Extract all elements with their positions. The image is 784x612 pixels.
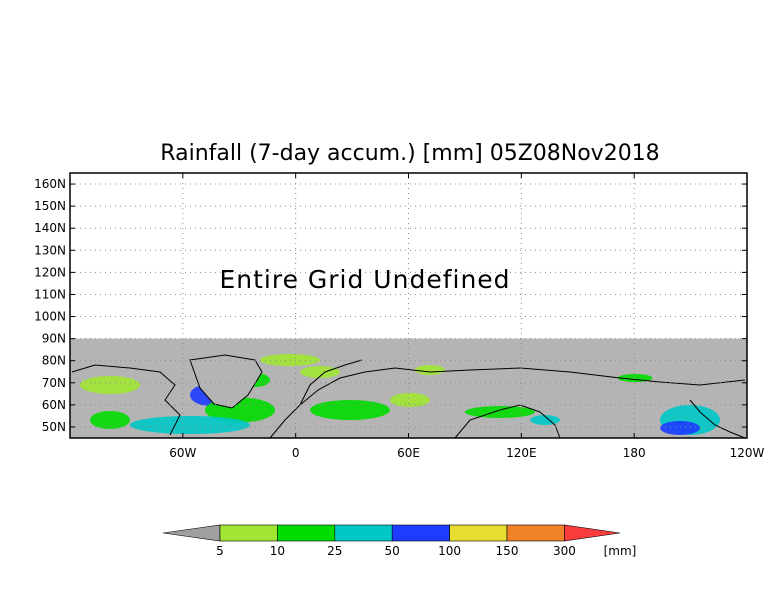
rain-patch xyxy=(90,411,130,429)
lat-tick-label: 100N xyxy=(34,310,66,324)
lat-tick-label: 50N xyxy=(42,420,66,434)
colorbar-label: 100 xyxy=(438,544,461,558)
colorbar: 5 10 25 50 100 150 300 [mm] xyxy=(162,524,637,558)
coastline xyxy=(299,359,363,406)
lat-tick-label: 80N xyxy=(42,354,66,368)
lon-tick-label: 120W xyxy=(730,446,765,460)
rain-patch xyxy=(415,365,445,375)
colorbar-label: 25 xyxy=(327,544,342,558)
lon-tick-label: 60E xyxy=(397,446,420,460)
longitude-axis: 60W 0 60E 120E 180 120W xyxy=(169,173,765,460)
colorbar-segment xyxy=(449,524,508,542)
rain-patch xyxy=(80,376,140,394)
rain-patch xyxy=(390,393,430,407)
lat-tick-label: 130N xyxy=(34,243,66,257)
colorbar-segment xyxy=(391,524,450,542)
coastline xyxy=(71,364,181,436)
rain-patch xyxy=(310,400,390,420)
lat-tick-label: 120N xyxy=(34,265,66,279)
colorbar-over-triangle xyxy=(564,524,621,542)
lat-tick-label: 60N xyxy=(42,398,66,412)
colorbar-segment xyxy=(506,524,565,542)
lat-tick-label: 70N xyxy=(42,376,66,390)
coastline xyxy=(269,367,746,439)
colorbar-label: 50 xyxy=(385,544,400,558)
colorbar-label: 10 xyxy=(270,544,285,558)
rain-patch xyxy=(660,421,700,435)
rain-patch xyxy=(130,416,250,434)
lat-tick-label: 110N xyxy=(34,287,66,301)
lon-tick-label: 120E xyxy=(506,446,537,460)
lat-tick-label: 160N xyxy=(34,177,66,191)
latitude-axis: 160N 150N 140N 130N 120N 110N 100N 90N 80N 70N 60N… xyxy=(34,177,747,434)
map-title: Rainfall (7-day accum.) [mm] 05Z08Nov201… xyxy=(160,141,659,166)
coastline xyxy=(689,399,746,439)
undefined-notice: Entire Grid Undefined xyxy=(219,265,510,294)
colorbar-label: 150 xyxy=(496,544,519,558)
lon-tick-label: 180 xyxy=(623,446,646,460)
greenland-coastline xyxy=(189,354,263,409)
colorbar-label: 5 xyxy=(216,544,224,558)
colorbar-segment xyxy=(219,524,278,542)
lat-tick-label: 140N xyxy=(34,221,66,235)
lat-tick-label: 90N xyxy=(42,332,66,346)
colorbar-segment xyxy=(277,524,336,542)
lat-tick-label: 150N xyxy=(34,199,66,213)
rain-patch xyxy=(300,366,340,378)
colorbar-under-triangle xyxy=(162,524,221,542)
colorbar-label: 300 xyxy=(553,544,576,558)
rain-patch xyxy=(465,406,535,418)
colorbar-segment xyxy=(334,524,393,542)
rain-patch xyxy=(260,354,320,366)
lon-tick-label: 0 xyxy=(292,446,300,460)
lon-tick-label: 60W xyxy=(169,446,196,460)
colorbar-unit: [mm] xyxy=(604,544,637,558)
map-plot-area: Entire Grid Undefined xyxy=(69,172,748,439)
